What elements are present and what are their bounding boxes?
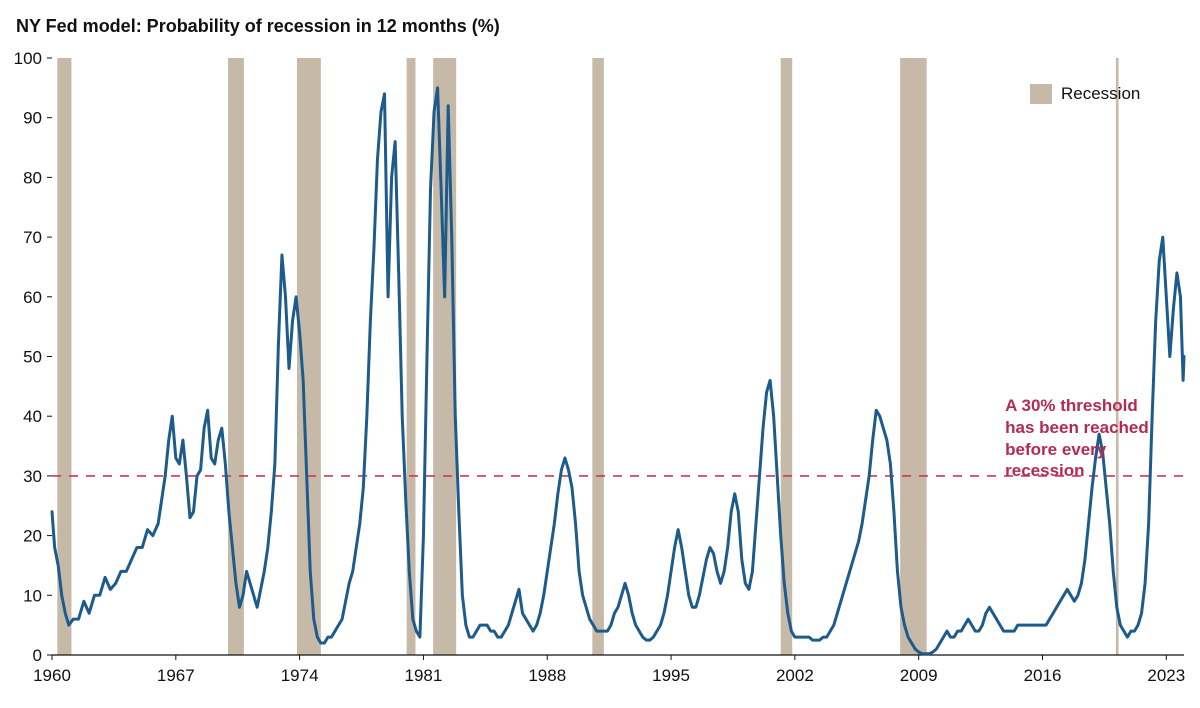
svg-text:2009: 2009 [900, 666, 938, 685]
legend: Recession [1030, 84, 1140, 104]
svg-text:90: 90 [23, 109, 42, 128]
svg-text:0: 0 [33, 646, 42, 665]
recession-probability-chart: NY Fed model: Probability of recession i… [0, 0, 1200, 708]
svg-text:1967: 1967 [157, 666, 195, 685]
svg-text:2016: 2016 [1024, 666, 1062, 685]
svg-text:1995: 1995 [652, 666, 690, 685]
svg-text:50: 50 [23, 348, 42, 367]
svg-text:80: 80 [23, 168, 42, 187]
svg-text:20: 20 [23, 527, 42, 546]
svg-text:60: 60 [23, 288, 42, 307]
svg-text:10: 10 [23, 586, 42, 605]
svg-text:2002: 2002 [776, 666, 814, 685]
threshold-annotation: A 30% thresholdhas been reachedbefore ev… [1005, 395, 1149, 482]
svg-text:40: 40 [23, 407, 42, 426]
svg-text:1960: 1960 [33, 666, 71, 685]
svg-text:70: 70 [23, 228, 42, 247]
legend-swatch [1030, 84, 1052, 104]
chart-svg: 0 10 20 30 40 50 60 70 80 90 100 1960 1967 1974 1981 19… [0, 0, 1200, 708]
svg-text:2023: 2023 [1147, 666, 1185, 685]
svg-text:100: 100 [14, 49, 42, 68]
svg-text:1974: 1974 [281, 666, 319, 685]
svg-text:30: 30 [23, 467, 42, 486]
svg-text:1988: 1988 [528, 666, 566, 685]
legend-label: Recession [1061, 84, 1140, 104]
svg-text:1981: 1981 [405, 666, 443, 685]
